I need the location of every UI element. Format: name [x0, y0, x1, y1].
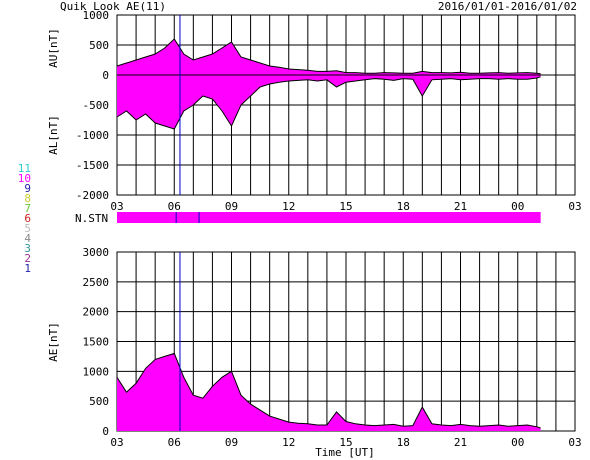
y-tick-label: -1500	[76, 159, 109, 172]
x-tick-label: 12	[282, 200, 295, 213]
x-tick-label: 21	[454, 200, 467, 213]
x-tick-label: 15	[339, 200, 352, 213]
legend-station-5: 5	[24, 222, 31, 235]
au-axis-label: AU[nT]	[47, 28, 60, 68]
y-tick-label: -500	[83, 99, 110, 112]
ae-axis-label: AE[nT]	[47, 322, 60, 362]
y-tick-label: 1000	[83, 9, 110, 22]
y-tick-label: 0	[102, 425, 109, 438]
x-tick-label: 21	[454, 436, 467, 449]
legend-station-8: 8	[24, 192, 31, 205]
y-tick-label: -1000	[76, 129, 109, 142]
ae-line	[116, 352, 541, 429]
y-tick-label: 2500	[83, 276, 110, 289]
nstn-fill	[117, 212, 541, 223]
au-al-area	[117, 39, 541, 129]
x-axis-label: Time [UT]	[315, 446, 375, 459]
x-tick-label: 09	[225, 200, 238, 213]
nstn-bar	[117, 212, 541, 223]
al-axis-label: AL[nT]	[47, 115, 60, 155]
x-tick-label: 18	[397, 200, 410, 213]
x-tick-label: 18	[397, 436, 410, 449]
chart-title: Quik Look AE(11)	[60, 0, 166, 13]
legend-station-1: 1	[24, 262, 31, 275]
y-tick-label: 3000	[83, 246, 110, 259]
ae-area	[117, 353, 541, 431]
legend-station-2: 2	[24, 252, 31, 265]
x-tick-label: 06	[168, 436, 181, 449]
legend-station-4: 4	[24, 232, 31, 245]
y-tick-label: 2000	[83, 306, 110, 319]
legend-station-3: 3	[24, 242, 31, 255]
y-tick-label: 500	[89, 395, 109, 408]
y-tick-label: 500	[89, 39, 109, 52]
y-tick-label: 1000	[83, 365, 110, 378]
x-tick-label: 00	[511, 436, 524, 449]
y-tick-label: 0	[102, 69, 109, 82]
x-tick-label: 03	[568, 436, 581, 449]
al-line	[116, 76, 541, 130]
x-tick-label: 00	[511, 200, 524, 213]
x-tick-label: 06	[168, 200, 181, 213]
x-tick-label: 09	[225, 436, 238, 449]
x-tick-label: 15	[339, 436, 352, 449]
x-tick-label: 03	[110, 436, 123, 449]
x-tick-label: 03	[568, 200, 581, 213]
legend-station-6: 6	[24, 212, 31, 225]
legend-station-10: 10	[18, 172, 31, 185]
au-line	[116, 38, 541, 75]
date-range: 2016/01/01-2016/01/02	[438, 0, 577, 13]
y-tick-label: 1500	[83, 336, 110, 349]
y-tick-label: -2000	[76, 189, 109, 202]
legend-station-11: 11	[18, 162, 31, 175]
legend-station-7: 7	[24, 202, 31, 215]
nstn-label: N.STN	[75, 212, 108, 225]
x-tick-label: 12	[282, 436, 295, 449]
x-tick-label: 03	[110, 200, 123, 213]
legend-station-9: 9	[24, 182, 31, 195]
